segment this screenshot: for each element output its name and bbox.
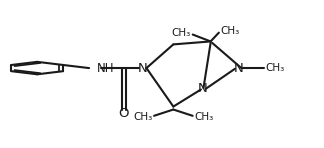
Text: CH₃: CH₃ [133,112,152,122]
Text: O: O [118,107,129,120]
Text: N: N [233,62,243,75]
Text: CH₃: CH₃ [220,26,240,36]
Text: NH: NH [97,62,114,75]
Text: CH₃: CH₃ [194,112,214,122]
Text: CH₃: CH₃ [172,28,191,38]
Text: N: N [138,62,147,75]
Text: CH₃: CH₃ [266,63,285,73]
Text: N: N [198,82,207,95]
